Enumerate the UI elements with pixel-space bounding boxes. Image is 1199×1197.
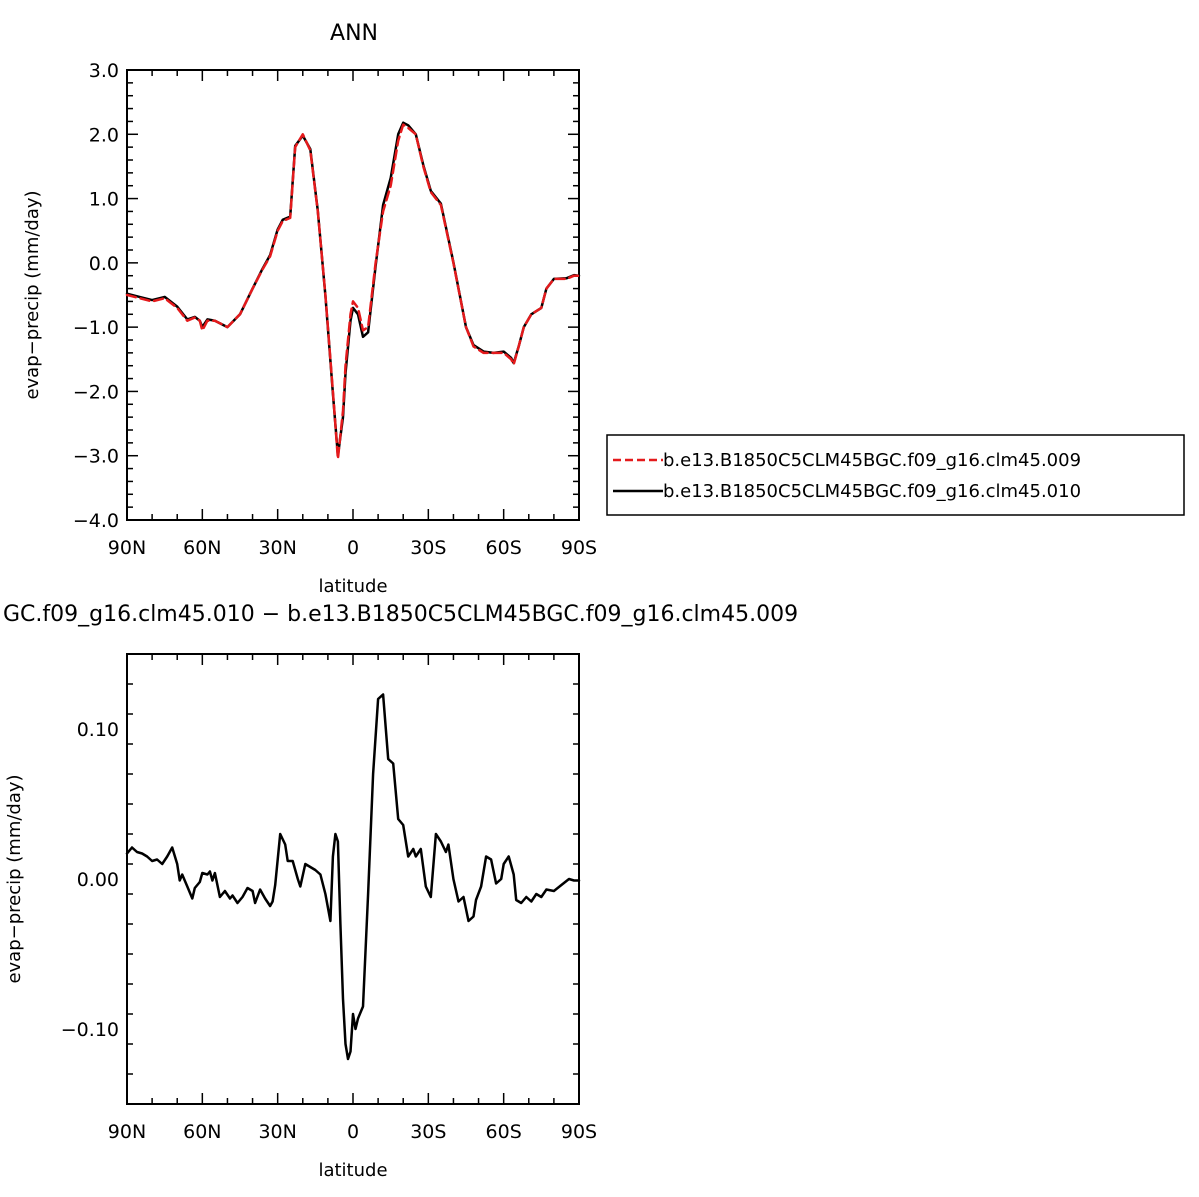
top-x-tick-label: 60N <box>183 537 221 559</box>
top-y-tick-label: −2.0 <box>73 381 119 403</box>
bottom-series-line-1 <box>125 693 581 1061</box>
bottom-y-axis-label: evap−precip (mm/day) <box>4 774 25 983</box>
bottom-x-axis-label: latitude <box>318 1160 387 1181</box>
top-y-axis-label: evap−precip (mm/day) <box>22 190 43 399</box>
top-y-tick-labels: 3.0 2.0 1.0 0.0 −1.0 −2.0 −3.0 −4.0 <box>73 60 119 532</box>
bottom-series-lines <box>125 693 581 1061</box>
bottom-chart-title: GC.f09_g16.clm45.010 − b.e13.B1850C5CLM4… <box>3 602 798 627</box>
bottom-y-tick-label: 0.10 <box>77 719 119 741</box>
bottom-plot-frame <box>126 653 580 1105</box>
top-y-tick-label: 0.0 <box>89 253 119 275</box>
top-plot-frame <box>126 69 580 521</box>
top-panel: ANN 90N 60N 30N 0 30S 60S 90S 3.0 2.0 1.0 0.0 −1.0… <box>22 21 597 597</box>
top-y-tick-label: 2.0 <box>89 124 119 146</box>
top-ticks <box>126 69 580 521</box>
bottom-ticks <box>126 653 580 1105</box>
bottom-x-tick-labels: 90N 60N 30N 0 30S 60S 90S <box>108 1121 597 1143</box>
top-y-tick-label: −3.0 <box>73 446 119 468</box>
top-x-tick-label: 60S <box>486 537 522 559</box>
top-x-tick-label: 30N <box>258 537 296 559</box>
top-x-tick-label: 90S <box>561 537 597 559</box>
bottom-panel: GC.f09_g16.clm45.010 − b.e13.B1850C5CLM4… <box>3 602 798 1181</box>
top-y-tick-label: 1.0 <box>89 189 119 211</box>
top-y-tick-label: −4.0 <box>73 510 119 532</box>
bottom-x-tick-label: 90N <box>108 1121 146 1143</box>
bottom-x-tick-label: 30S <box>410 1121 446 1143</box>
top-y-tick-label: −1.0 <box>73 317 119 339</box>
bottom-y-tick-label: 0.00 <box>77 869 119 891</box>
bottom-x-tick-label: 0 <box>347 1121 359 1143</box>
bottom-y-tick-labels: 0.10 0.00 −0.10 <box>61 719 119 1041</box>
bottom-y-tick-label: −0.10 <box>61 1019 119 1041</box>
top-x-tick-labels: 90N 60N 30N 0 30S 60S 90S <box>108 537 597 559</box>
top-x-tick-label: 90N <box>108 537 146 559</box>
top-x-tick-label: 0 <box>347 537 359 559</box>
bottom-x-tick-label: 60N <box>183 1121 221 1143</box>
legend-label-009: b.e13.B1850C5CLM45BGC.f09_g16.clm45.009 <box>663 450 1081 471</box>
top-chart-title: ANN <box>330 21 378 46</box>
legend-box <box>606 434 1185 516</box>
legend: b.e13.B1850C5CLM45BGC.f09_g16.clm45.009 … <box>606 434 1185 516</box>
top-series-line-2 <box>125 121 581 457</box>
top-x-tick-label: 30S <box>410 537 446 559</box>
top-y-tick-label: 3.0 <box>89 60 119 82</box>
top-series-line-1 <box>125 123 581 461</box>
top-x-axis-label: latitude <box>318 576 387 597</box>
legend-label-010: b.e13.B1850C5CLM45BGC.f09_g16.clm45.010 <box>663 481 1081 502</box>
top-series-lines <box>125 121 581 461</box>
bottom-x-tick-label: 60S <box>486 1121 522 1143</box>
bottom-x-tick-label: 90S <box>561 1121 597 1143</box>
bottom-x-tick-label: 30N <box>258 1121 296 1143</box>
